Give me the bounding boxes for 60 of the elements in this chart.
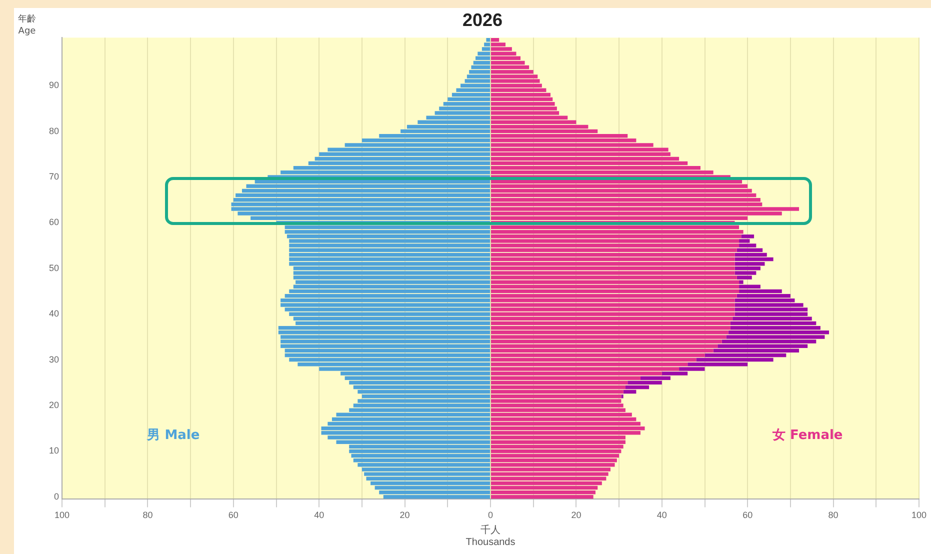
bar <box>491 481 602 486</box>
y-tick-label: 80 <box>48 126 60 136</box>
bar <box>349 449 490 454</box>
bar <box>284 353 490 358</box>
bar <box>734 257 774 262</box>
y-tick-label: 0 <box>54 491 60 502</box>
bar <box>351 454 490 458</box>
y-tick-label: 20 <box>48 400 60 410</box>
bar <box>491 454 620 458</box>
bar <box>730 321 816 326</box>
chart-title: 2026 <box>462 10 503 30</box>
y-axis-title: 年齡 Age <box>18 14 36 37</box>
y-tick-label: 60 <box>48 217 60 228</box>
bar <box>491 321 730 326</box>
x-tick-label: 80 <box>828 510 838 520</box>
bar <box>353 385 490 390</box>
y-tick-label: 90 <box>48 80 60 90</box>
x-tick-label: 100 <box>54 510 70 520</box>
bar <box>491 390 624 394</box>
bar <box>491 60 525 65</box>
x-tick-label: 20 <box>571 510 582 520</box>
bar <box>491 385 626 390</box>
bar <box>491 92 550 97</box>
y-tick-label: 40 <box>48 308 60 319</box>
bar <box>491 188 752 193</box>
bar <box>289 257 490 262</box>
x-axis-title: 千人 Thousands <box>466 524 516 548</box>
bar <box>491 449 622 454</box>
bar <box>491 417 636 422</box>
x-tick-label: 40 <box>656 510 667 520</box>
x-tick-label: 0 <box>488 510 494 520</box>
y-tick-label: 10 <box>48 446 60 456</box>
y-tick-label: 50 <box>48 262 60 273</box>
x-tick-label: 100 <box>911 510 927 520</box>
bar <box>236 193 490 198</box>
x-tick-label: 80 <box>142 510 153 520</box>
y-tick-label: 30 <box>48 354 60 364</box>
bar <box>491 193 756 198</box>
x-tick-label: 60 <box>228 510 238 520</box>
text: 女 Female <box>771 428 843 444</box>
bar <box>491 225 740 230</box>
bar <box>246 184 490 188</box>
bar <box>452 92 490 97</box>
y-tick-label: 70 <box>48 171 60 182</box>
bar <box>473 60 490 65</box>
bar <box>358 390 490 394</box>
text: 男 Male <box>146 428 200 444</box>
bar <box>491 257 735 262</box>
bar <box>332 417 490 422</box>
x-tick-label: 40 <box>314 510 324 520</box>
bar <box>491 486 598 490</box>
bar <box>448 97 490 102</box>
bar <box>491 97 553 102</box>
bar <box>289 289 490 294</box>
x-tick-label: 20 <box>400 510 410 520</box>
bar <box>491 289 740 294</box>
bar <box>284 225 490 230</box>
x-tick-label: 60 <box>742 510 753 520</box>
bar <box>491 184 748 188</box>
bar <box>374 486 490 490</box>
